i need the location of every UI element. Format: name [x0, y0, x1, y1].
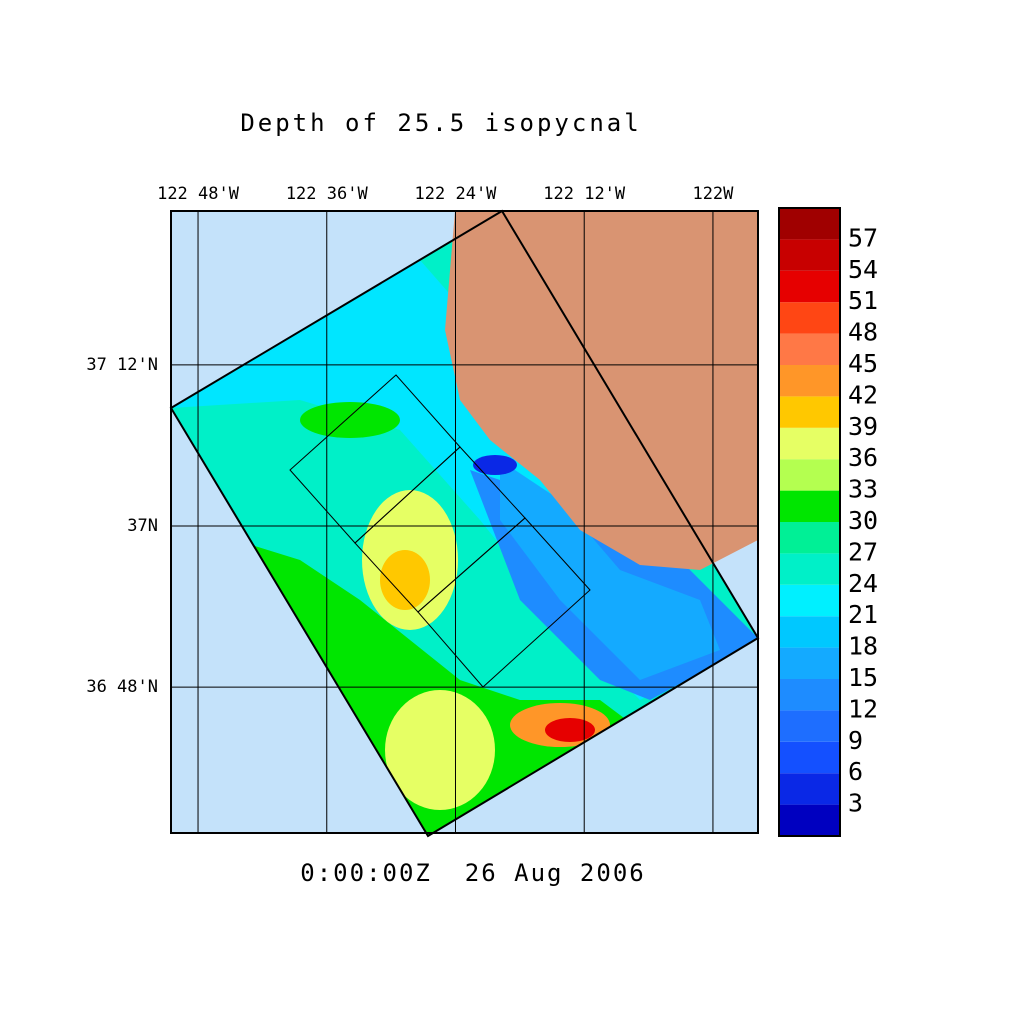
colorbar-tick-label: 18: [848, 632, 878, 661]
colorbar-bin: [779, 459, 840, 491]
colorbar-bin: [779, 427, 840, 460]
colorbar-bin: [779, 365, 840, 397]
colorbar-tick-label: 36: [848, 443, 878, 472]
colorbar-tick-label: 30: [848, 506, 878, 535]
colorbar-bin: [779, 647, 840, 679]
x-tick-label: 122W: [692, 184, 734, 204]
subdomain-boxes: [289, 374, 591, 688]
colorbar-tick-label: 15: [848, 663, 878, 692]
colorbar-bin: [779, 239, 840, 271]
map-frame: [170, 210, 759, 834]
x-tick-label: 122 24'W: [415, 184, 498, 204]
colorbar-tick-label: 57: [848, 223, 878, 252]
colorbar-tick-label: 39: [848, 412, 878, 441]
colorbar-tick-label: 45: [848, 349, 878, 378]
y-tick-label: 36 48'N: [86, 677, 158, 697]
colorbar-tick-label: 21: [848, 600, 878, 629]
colorbar-bin: [779, 679, 840, 711]
colorbar-bin: [779, 302, 840, 334]
colorbar-bin: [779, 804, 840, 836]
x-tick-label: 122 12'W: [543, 184, 626, 204]
colorbar-tick-label: 6: [848, 757, 863, 786]
colorbar-bin: [779, 522, 840, 554]
colorbar-tick-label: 9: [848, 726, 863, 755]
colorbar-tick-label: 24: [848, 569, 878, 598]
colorbar-tick-label: 27: [848, 537, 878, 566]
land: [445, 211, 758, 570]
colorbar-bin: [779, 553, 840, 585]
colorbar-bin: [779, 208, 840, 240]
time-label: 0:00:00Z 26 Aug 2006: [300, 859, 645, 887]
colorbar-bin: [779, 333, 840, 365]
colorbar-tick-label: 33: [848, 475, 878, 504]
colorbar-bin: [779, 773, 840, 805]
colorbar-bin: [779, 396, 840, 428]
colorbar-tick-label: 42: [848, 380, 878, 409]
chart-title: Depth of 25.5 isopycnal: [240, 109, 641, 137]
colorbar-tick-label: 54: [848, 255, 878, 284]
x-tick-label: 122 36'W: [286, 184, 369, 204]
colorbar-tick-label: 48: [848, 318, 878, 347]
colorbar-bin: [779, 741, 840, 774]
colorbar-bin: [779, 616, 840, 648]
y-tick-label: 37N: [127, 516, 158, 536]
colorbar-tick-label: 3: [848, 789, 863, 818]
colorbar-bin: [779, 490, 840, 522]
colorbar-bin: [779, 270, 840, 303]
colorbar-tick-label: 12: [848, 694, 878, 723]
x-tick-label: 122 48'W: [157, 184, 240, 204]
y-tick-label: 37 12'N: [86, 355, 158, 375]
colorbar-frame: [778, 207, 841, 837]
colorbar-tick-label: 51: [848, 286, 878, 315]
colorbar-bin: [779, 710, 840, 742]
colorbar-bin: [779, 584, 840, 617]
